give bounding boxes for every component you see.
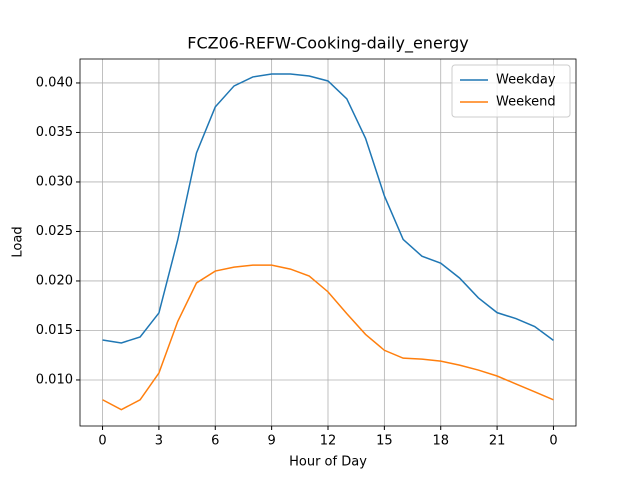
legend-label: Weekday: [496, 73, 556, 88]
x-tick-label: 21: [489, 434, 506, 449]
x-tick-label: 18: [432, 434, 449, 449]
y-tick-label: 0.035: [36, 125, 73, 140]
x-tick-label: 0: [98, 434, 106, 449]
y-tick-label: 0.015: [36, 323, 73, 338]
x-tick-label: 3: [155, 434, 163, 449]
x-tick-label: 15: [376, 434, 393, 449]
axes-frame: [79, 58, 577, 427]
y-tick-label: 0.030: [36, 174, 73, 189]
x-tick-label: 12: [320, 434, 337, 449]
line: [102, 264, 554, 411]
y-tick-label: 0.025: [36, 224, 73, 239]
y-tick-label: 0.020: [36, 273, 73, 288]
y-tick-label: 0.010: [36, 372, 73, 387]
x-tick-label: 0: [549, 434, 557, 449]
legend-box: [451, 64, 571, 118]
x-axis-label: Hour of Day: [289, 455, 367, 470]
x-tick-label: 9: [267, 434, 275, 449]
y-axis-label: Load: [11, 226, 26, 257]
x-tick-label: 6: [211, 434, 219, 449]
y-tick-label: 0.040: [36, 75, 73, 90]
chart-title: FCZ06-REFW-Cooking-daily_energy: [187, 34, 468, 54]
line: [102, 73, 554, 344]
legend-label: Weekend: [496, 95, 556, 110]
